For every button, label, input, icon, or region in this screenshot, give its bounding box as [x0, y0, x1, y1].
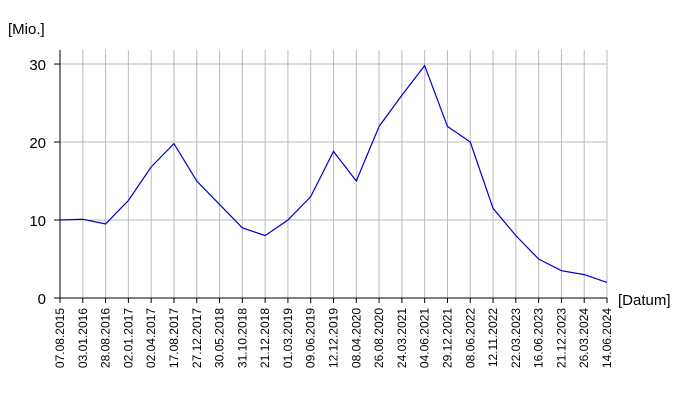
x-tick-label: 21.12.2023 — [554, 308, 568, 368]
x-tick-label: 01.03.2019 — [281, 308, 295, 368]
y-tick-label: 0 — [38, 291, 46, 308]
x-tick-label: 26.08.2020 — [372, 308, 386, 368]
x-tick-label: 02.01.2017 — [121, 308, 135, 368]
x-tick-label: 24.03.2021 — [395, 308, 409, 368]
x-tick-label: 14.06.2024 — [600, 308, 614, 368]
x-tick-label: 22.03.2023 — [509, 308, 523, 368]
x-tick-label: 08.06.2022 — [463, 308, 477, 368]
x-tick-label: 12.12.2019 — [327, 308, 341, 368]
x-tick-label: 28.08.2016 — [99, 308, 113, 368]
x-tick-label: 09.06.2019 — [304, 308, 318, 368]
x-unit: [Datum] — [618, 292, 671, 309]
x-tick-label: 08.04.2020 — [349, 308, 363, 368]
y-tick-label: 10 — [29, 213, 46, 230]
line — [59, 64, 608, 283]
y-unit: [Mio.] — [8, 21, 45, 38]
x-tick-label: 21.12.2018 — [258, 308, 272, 368]
x-tick-label: 02.04.2017 — [144, 308, 158, 368]
y-tick-label: 20 — [29, 135, 46, 152]
x-tick-label: 16.06.2023 — [532, 308, 546, 368]
x-tick-label: 27.12.2017 — [190, 308, 204, 368]
x-tick-label: 07.08.2015 — [53, 308, 67, 368]
y-tick-label: 30 — [29, 57, 46, 74]
x-tick-label: 29.12.2021 — [440, 308, 454, 368]
x-tick-label: 31.10.2018 — [235, 308, 249, 368]
x-tick-label: 26.03.2024 — [577, 308, 591, 368]
x-tick-label: 12.11.2022 — [486, 308, 500, 367]
x-tick-label: 30.05.2018 — [213, 308, 227, 368]
x-tick-label: 17.08.2017 — [167, 308, 181, 368]
x-tick-label: 04.06.2021 — [418, 308, 432, 368]
x-tick-label: 03.01.2016 — [76, 308, 90, 368]
